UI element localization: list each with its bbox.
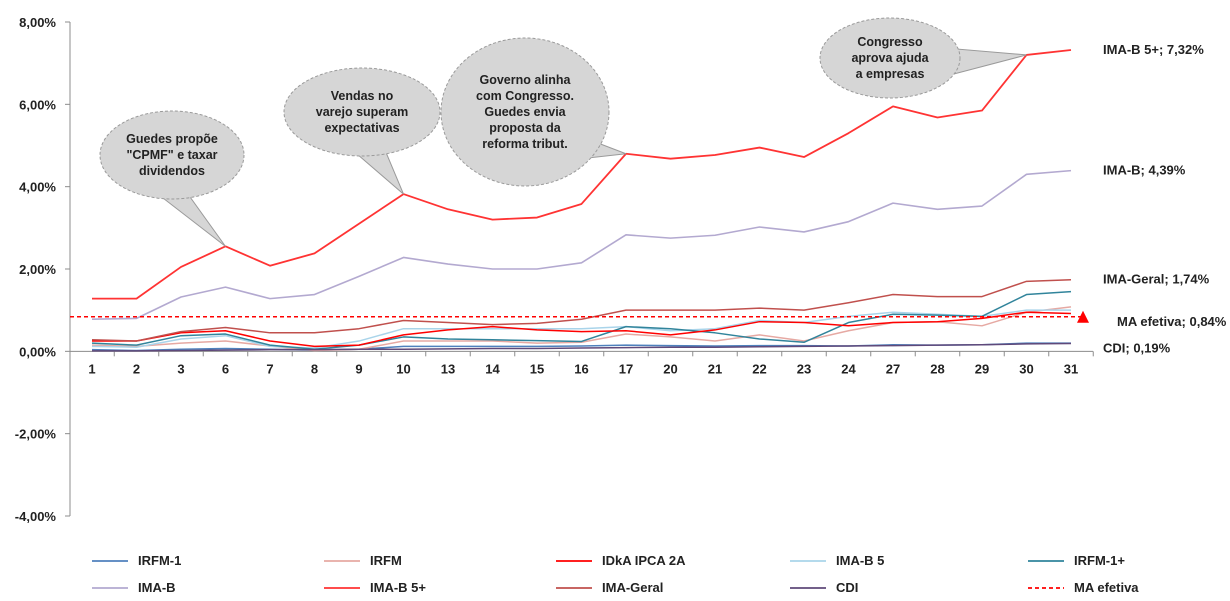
- x-tick-label: 14: [485, 361, 500, 376]
- x-tick-label: 15: [530, 361, 544, 376]
- callout-ellipse: [440, 37, 610, 187]
- legend-label: IMA-Geral: [602, 580, 663, 595]
- legend-label: IRFM: [370, 553, 402, 568]
- callout-text: varejo superam: [316, 105, 408, 119]
- callout-text: a empresas: [856, 67, 925, 81]
- x-tick-label: 9: [355, 361, 362, 376]
- series-line-ima-b-5: [92, 49, 1072, 300]
- series-line-irfm-1: [91, 290, 1072, 351]
- y-tick-label: -4,00%: [15, 509, 57, 524]
- x-tick-label: 7: [266, 361, 273, 376]
- series-line-idka-ipca-2a: [92, 311, 1072, 348]
- y-tick-label: 2,00%: [19, 262, 56, 277]
- legend-label: IMA-B 5+: [370, 580, 426, 595]
- end-label: IMA-Geral; 1,74%: [1103, 272, 1210, 287]
- y-tick-label: 0,00%: [19, 344, 56, 359]
- x-tick-label: 27: [886, 361, 900, 376]
- legend-item: IMA-B: [92, 580, 176, 595]
- callout-text: proposta da: [489, 121, 562, 135]
- legend-item: IMA-Geral: [556, 580, 663, 595]
- series-line-ima-b: [91, 169, 1072, 321]
- x-tick-label: 20: [663, 361, 677, 376]
- legend-label: IDkA IPCA 2A: [602, 553, 686, 568]
- x-tick-label: 2: [133, 361, 140, 376]
- callout-seam: [350, 141, 385, 150]
- series-line-ima-b-5: [91, 309, 1071, 349]
- callout-ellipse: [283, 67, 441, 157]
- callout-text: "CPMF" e taxar: [126, 148, 217, 162]
- callout-text: Guedes envia: [484, 105, 566, 119]
- legend-item: IMA-B 5+: [324, 580, 426, 595]
- x-tick-label: 8: [311, 361, 318, 376]
- callout-text: Guedes propõe: [126, 132, 218, 146]
- callout-seam: [570, 140, 590, 160]
- callout-ellipse: [819, 17, 961, 99]
- callout-seam: [945, 48, 950, 75]
- callout-bubble: Guedes propõe "CPMF" e taxar dividendos: [99, 110, 245, 247]
- legend-label: IRFM-1+: [1074, 553, 1125, 568]
- callout-text: Congresso: [857, 35, 923, 49]
- y-tick-label: 4,00%: [19, 180, 56, 195]
- callout-text: aprova ajuda: [851, 51, 929, 65]
- legend-item: MA efetiva: [1028, 580, 1139, 595]
- x-tick-label: 24: [841, 361, 856, 376]
- callout-text: com Congresso.: [476, 89, 574, 103]
- x-tick-label: 31: [1064, 361, 1078, 376]
- y-tick-label: 6,00%: [19, 97, 56, 112]
- legend-item: IMA-B 5: [790, 553, 884, 568]
- ma-efetiva-marker: [1077, 310, 1089, 323]
- legend-item: IRFM-1: [92, 553, 181, 568]
- callout-text: Vendas no: [331, 89, 394, 103]
- end-label: IMA-B; 4,39%: [1103, 163, 1186, 178]
- callout-bubble: Vendas no varejo superam expectativas: [283, 67, 441, 195]
- callout-seam: [150, 181, 185, 190]
- x-tick-label: 10: [396, 361, 410, 376]
- callout-bubble: Congresso aprova ajuda a empresas: [819, 17, 1027, 99]
- legend-item: IDkA IPCA 2A: [556, 553, 686, 568]
- x-tick-label: 16: [574, 361, 588, 376]
- x-tick-label: 28: [930, 361, 944, 376]
- x-tick-label: 21: [708, 361, 722, 376]
- callout-text: reforma tribut.: [482, 137, 567, 151]
- callout-ellipse: [99, 110, 245, 200]
- x-tick-label: 23: [797, 361, 811, 376]
- legend-item: IRFM-1+: [1028, 553, 1125, 568]
- end-label: CDI; 0,19%: [1103, 341, 1171, 356]
- series-line-cdi: [92, 342, 1072, 352]
- x-tick-label: 30: [1019, 361, 1033, 376]
- x-tick-label: 3: [177, 361, 184, 376]
- x-tick-label: 6: [222, 361, 229, 376]
- y-tick-label: 8,00%: [19, 15, 56, 30]
- callout-text: expectativas: [324, 121, 399, 135]
- x-tick-label: 29: [975, 361, 989, 376]
- y-tick-label: -2,00%: [15, 427, 57, 442]
- end-label: MA efetiva; 0,84%: [1117, 314, 1227, 329]
- legend-label: CDI: [836, 580, 858, 595]
- legend-item: IRFM: [324, 553, 402, 568]
- legend-label: IMA-B: [138, 580, 176, 595]
- x-tick-label: 17: [619, 361, 633, 376]
- legend-label: IRFM-1: [138, 553, 181, 568]
- callout-text: dividendos: [139, 164, 205, 178]
- x-tick-label: 1: [88, 361, 95, 376]
- series-line-ima-geral: [91, 278, 1072, 342]
- callout-bubble: Governo alinha com Congresso. Guedes envia…: [440, 37, 627, 187]
- x-tick-label: 13: [441, 361, 455, 376]
- callout-text: Governo alinha: [480, 73, 572, 87]
- x-tick-label: 22: [752, 361, 766, 376]
- legend-label: MA efetiva: [1074, 580, 1139, 595]
- end-label: IMA-B 5+; 7,32%: [1103, 42, 1204, 57]
- legend-label: IMA-B 5: [836, 553, 884, 568]
- legend-item: CDI: [790, 580, 858, 595]
